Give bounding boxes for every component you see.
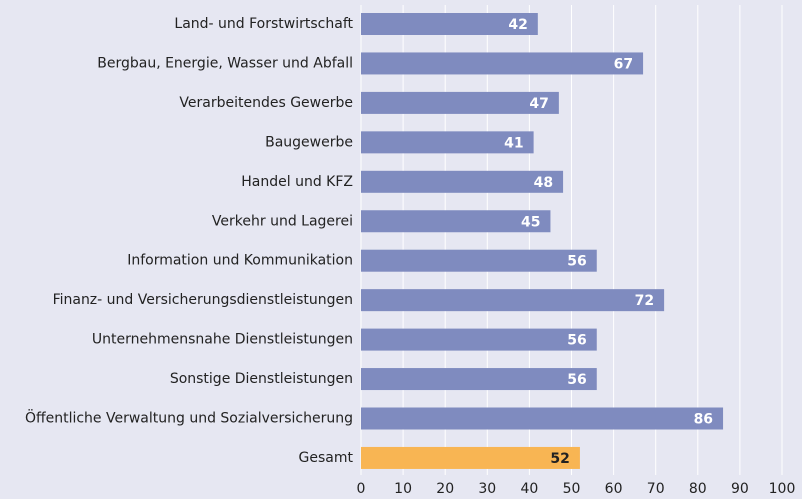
x-tick-label: 70 [647,481,665,497]
bar [361,289,665,312]
x-tick-label: 90 [731,481,749,497]
bar [361,328,597,351]
y-tick-label: Gesamt [299,450,354,466]
value-label: 86 [694,412,713,428]
bar [361,249,597,272]
y-tick-label: Verarbeitendes Gewerbe [179,95,353,111]
y-tick-label: Finanz- und Versicherungsdienstleistunge… [53,292,353,308]
x-tick-label: 0 [357,481,366,497]
value-label: 47 [529,96,548,112]
y-tick-label: Sonstige Dienstleistungen [170,371,353,387]
y-tick-label: Unternehmensnahe Dienstleistungen [92,332,353,348]
bar [361,52,644,75]
bar [361,446,580,469]
y-tick-label: Öffentliche Verwaltung und Sozialversich… [25,409,353,427]
x-tick-label: 100 [769,481,796,497]
value-label: 56 [567,333,586,349]
value-label: 48 [534,175,553,191]
x-tick-label: 40 [520,481,538,497]
value-label: 56 [567,372,586,388]
y-tick-label: Verkehr und Lagerei [212,213,353,229]
bar [361,13,538,35]
bar [361,170,564,193]
bar [361,368,597,391]
x-tick-label: 60 [605,481,623,497]
x-tick-label: 50 [563,481,581,497]
value-label: 72 [635,293,654,309]
bar [361,131,534,154]
value-label: 67 [614,56,633,72]
bar [361,91,559,114]
value-label: 41 [504,135,523,151]
x-tick-label: 10 [394,481,412,497]
x-tick-label: 20 [436,481,454,497]
x-tick-label: 80 [689,481,707,497]
bar [361,407,724,430]
value-label: 56 [567,254,586,270]
y-tick-label: Bergbau, Energie, Wasser und Abfall [97,55,353,71]
y-tick-label: Handel und KFZ [241,174,353,190]
value-label: 52 [550,451,569,467]
x-tick-label: 30 [478,481,496,497]
y-tick-label: Baugewerbe [265,134,353,150]
y-tick-label: Information und Kommunikation [127,253,353,269]
value-label: 42 [508,17,527,33]
y-tick-label: Land- und Forstwirtschaft [174,16,353,32]
bar [361,210,551,233]
value-label: 45 [521,214,540,230]
